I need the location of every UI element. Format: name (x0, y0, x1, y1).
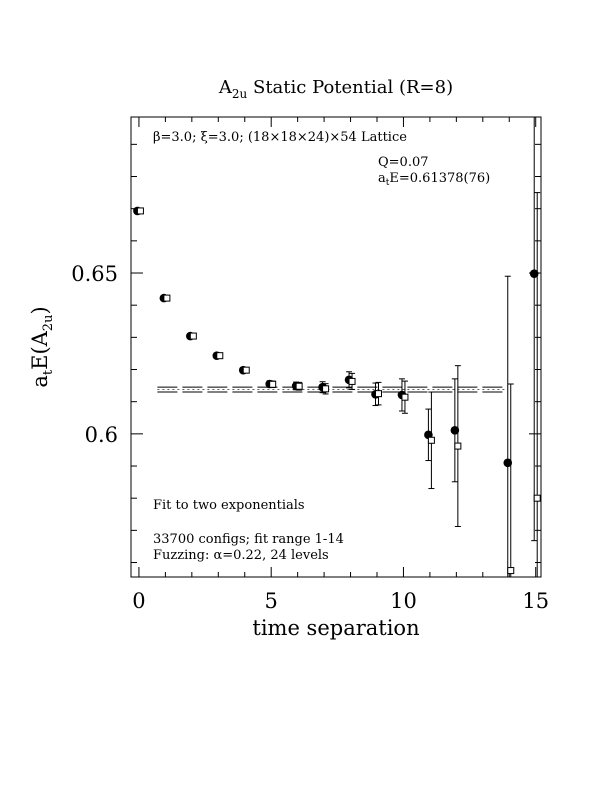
y-axis-label: atE(A2u) (28, 306, 56, 387)
energy-pre: a (378, 171, 386, 186)
data-point-square (269, 380, 277, 388)
axis-ticks: 0 5 10 15 0.6 0.65 (71, 117, 549, 613)
x-tick-label: 15 (522, 589, 549, 613)
data-point-square (348, 377, 356, 385)
title-main: A (218, 77, 233, 98)
data-point-square (533, 494, 541, 502)
open-square-series (136, 192, 541, 577)
plot-frame (130, 116, 542, 578)
chart-title: A2u Static Potential (R=8) (218, 77, 453, 101)
data-point-square (322, 385, 330, 393)
x-axis-label: time separation (252, 616, 419, 640)
data-point-square (216, 352, 224, 360)
title-rest: Static Potential (R=8) (247, 77, 453, 98)
data-point-square (427, 436, 435, 444)
data-point-square (136, 207, 144, 215)
ylabel-sub1: t (41, 369, 56, 375)
y-tick-label: 0.65 (71, 262, 118, 286)
plot-border (130, 116, 542, 578)
data-point-square (454, 442, 462, 450)
q-annotation: Q=0.07 (378, 155, 429, 170)
x-tick-label: 0 (132, 589, 145, 613)
data-point-square (375, 390, 382, 398)
ylabel-sub2: 2u (41, 315, 56, 332)
configs-annotation: 33700 configs; fit range 1-14 (153, 532, 344, 547)
data-point-circle (529, 269, 539, 278)
data-point-square (295, 382, 303, 390)
lattice-annotation: β=3.0; ξ=3.0; (18×18×24)×54 Lattice (153, 130, 407, 145)
y-tick-label: 0.6 (85, 423, 118, 447)
energy-annotation: atE=0.61378(76) (378, 171, 490, 188)
data-point-circle (450, 426, 460, 435)
data-point-square (507, 567, 515, 575)
data-point-square (242, 366, 250, 374)
title-sub: 2u (232, 87, 248, 101)
ylabel-mid: E(A (28, 330, 52, 370)
data-point-square (163, 294, 171, 302)
data-point-square (189, 332, 197, 340)
ylabel-end: ) (28, 306, 52, 314)
x-tick-label: 5 (265, 589, 278, 613)
energy-sub: t (386, 178, 390, 188)
data-point-circle (503, 458, 513, 468)
energy-post: E=0.61378(76) (389, 171, 490, 186)
fuzzing-annotation: Fuzzing: α=0.22, 24 levels (153, 548, 329, 563)
fit-band (157, 386, 509, 393)
data-point-square (401, 393, 409, 401)
ylabel-main: a (28, 375, 52, 388)
data-series (133, 117, 541, 577)
fit-annotation: Fit to two exponentials (153, 498, 305, 513)
x-tick-label: 10 (390, 589, 417, 613)
